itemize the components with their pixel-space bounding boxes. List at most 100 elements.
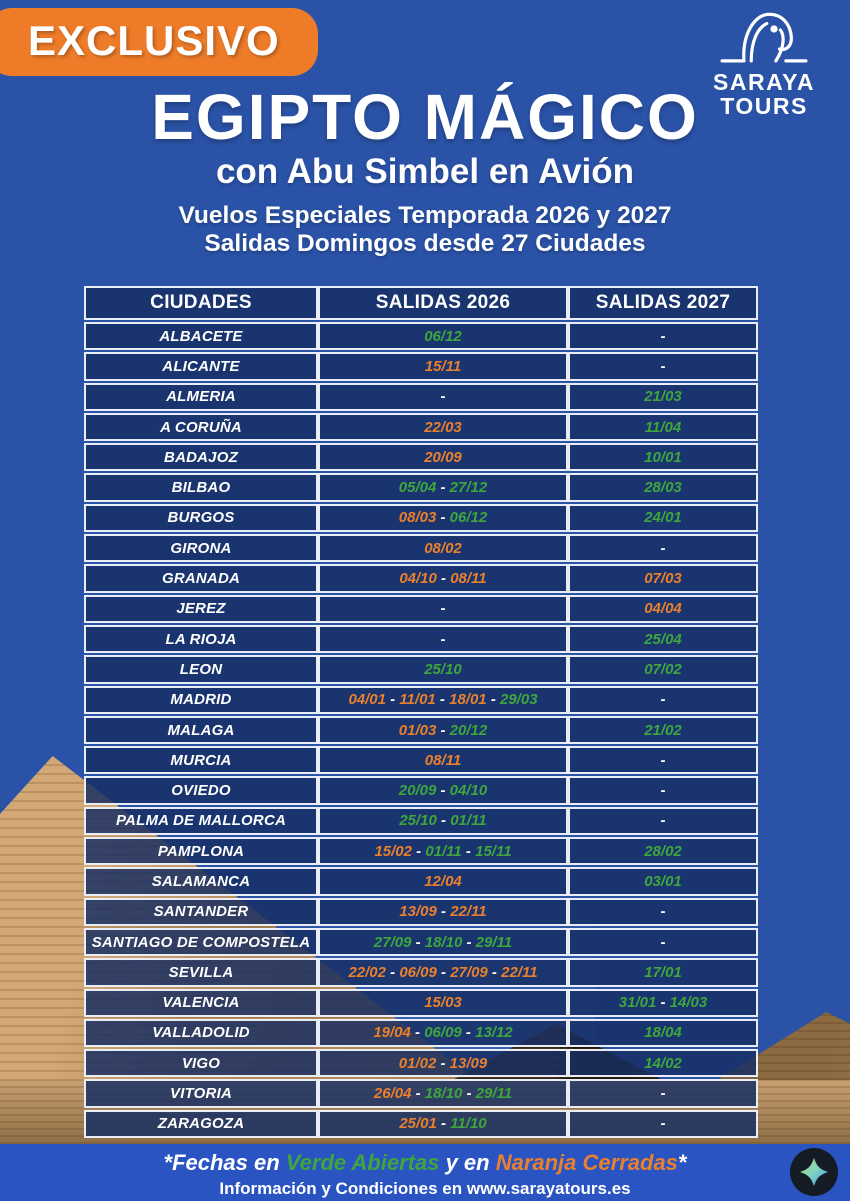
table-row: VIGO 01/02 - 13/09 14/02 <box>84 1049 758 1078</box>
city-cell: SEVILLA <box>84 958 318 987</box>
no-departure-marker: - <box>440 388 446 406</box>
website-link[interactable]: www.sarayatours.es <box>466 1179 631 1198</box>
salidas-2027-cell: - <box>568 1079 758 1108</box>
salidas-2026-cell: 12/04 <box>318 867 568 896</box>
date-separator: - <box>436 903 451 921</box>
no-departure-marker: - <box>660 782 666 800</box>
date-separator: - <box>410 1024 425 1042</box>
no-departure-marker: - <box>660 903 666 921</box>
open-date: 03/01 <box>644 872 682 890</box>
open-date: 25/10 <box>399 812 437 830</box>
footer-bar: *Fechas en Verde Abiertas y en Naranja C… <box>0 1144 850 1201</box>
page-subtitle: con Abu Simbel en Avión <box>215 152 635 191</box>
open-date: 14/03 <box>669 994 708 1012</box>
open-date: 29/11 <box>475 933 513 951</box>
table-row: BURGOS 08/03 - 06/12 24/01 <box>84 503 758 533</box>
date-separator: - <box>436 782 450 800</box>
schedule-table-wrapper: CIUDADES SALIDAS 2026 SALIDAS 2027 ALBAC… <box>84 284 758 1140</box>
salidas-2026-cell: 25/01 - 11/10 <box>318 1109 568 1139</box>
date-separator: - <box>487 963 502 981</box>
info-line: Información y Condiciones en www.sarayat… <box>0 1179 850 1199</box>
date-separator: - <box>436 570 451 588</box>
legend-green-label: Verde Abiertas <box>285 1150 440 1175</box>
table-row: OVIEDO 20/09 - 04/10- <box>84 776 758 805</box>
open-date: 18/04 <box>644 1024 682 1042</box>
closed-date: 22/11 <box>501 963 538 981</box>
date-separator: - <box>436 1115 451 1133</box>
closed-date: 19/04 <box>373 1024 411 1042</box>
city-cell: MALAGA <box>84 715 318 745</box>
salidas-2027-cell: - <box>568 1109 758 1139</box>
city-cell: JEREZ <box>84 594 318 623</box>
table-row: MADRID 04/01 - 11/01 - 18/01 - 29/03- <box>84 685 758 714</box>
table-row: GIRONA 08/02 - <box>84 534 758 563</box>
header-titles: EGIPTO MÁGICO con Abu Simbel en Avión Vu… <box>0 84 850 258</box>
city-cell: ALMERIA <box>84 382 318 411</box>
salidas-2026-cell: - <box>318 382 568 411</box>
closed-date: 20/09 <box>424 448 462 466</box>
open-date: 20/12 <box>449 721 488 739</box>
legend-prefix: *Fechas en <box>163 1150 286 1175</box>
closed-date: 01/02 <box>398 1054 437 1072</box>
city-cell: SANTANDER <box>84 897 318 926</box>
city-cell: VIGO <box>84 1049 318 1078</box>
season-line: Vuelos Especiales Temporada 2026 y 2027 <box>178 202 672 229</box>
date-separator: - <box>461 1024 476 1042</box>
no-departure-marker: - <box>660 327 666 345</box>
salidas-2027-cell: 17/01 <box>568 958 758 987</box>
salidas-2027-cell: 21/03 <box>568 382 758 411</box>
closed-date: 04/04 <box>644 600 682 618</box>
table-row: SANTIAGO DE COMPOSTELA 27/09 - 18/10 - 29… <box>84 927 758 957</box>
date-separator: - <box>656 994 670 1012</box>
open-date: 20/09 <box>398 782 437 800</box>
open-date: 18/10 <box>424 933 463 951</box>
salidas-2027-cell: 18/04 <box>568 1018 758 1048</box>
open-date: 04/10 <box>449 782 488 800</box>
salidas-2026-cell: 22/02 - 06/09 - 27/09 - 22/11 <box>318 958 568 987</box>
city-cell: ZARAGOZA <box>84 1109 318 1139</box>
date-separator: - <box>462 1085 476 1103</box>
schedule-table-body: ALBACETE 06/12- ALICANTE 15/11- ALMERIA -21/0… <box>84 322 758 1139</box>
closed-date: 27/09 <box>450 963 488 981</box>
table-row: SANTANDER 13/09 - 22/11- <box>84 897 758 926</box>
salidas-2027-cell: 28/02 <box>568 837 758 866</box>
salidas-2026-cell: 25/10 <box>318 655 568 684</box>
salidas-2027-cell: 21/02 <box>568 715 758 745</box>
column-header-salidas-2026: SALIDAS 2026 <box>318 286 568 320</box>
salidas-2027-cell: - <box>568 685 758 714</box>
salidas-2026-cell: 15/03 <box>318 988 568 1017</box>
open-date: 05/04 <box>398 479 437 497</box>
table-row: ALMERIA - 21/03 <box>84 382 758 411</box>
table-row: VALLADOLID 19/04 - 06/09 - 13/12 18/04 <box>84 1018 758 1048</box>
city-cell: ALICANTE <box>84 352 318 381</box>
city-cell: LEON <box>84 655 318 684</box>
date-separator: - <box>436 509 450 527</box>
table-row: LEON 25/10 07/02 <box>84 655 758 684</box>
table-row: PALMA DE MALLORCA 25/10 - 01/11- <box>84 806 758 836</box>
salidas-2027-cell: - <box>568 897 758 926</box>
open-date: 01/11 <box>425 842 462 860</box>
city-cell: VALLADOLID <box>84 1018 318 1048</box>
table-header-row: CIUDADES SALIDAS 2026 SALIDAS 2027 <box>84 286 758 320</box>
date-separator: - <box>436 812 451 830</box>
salidas-2026-cell: 04/10 - 08/11 <box>318 564 568 593</box>
salidas-2026-cell: 27/09 - 18/10 - 29/11 <box>318 927 568 957</box>
info-prefix: Información y Condiciones en <box>219 1179 467 1198</box>
page-title: EGIPTO MÁGICO <box>151 81 699 153</box>
city-cell: PALMA DE MALLORCA <box>84 806 318 836</box>
open-date: 21/03 <box>644 388 682 406</box>
salidas-2026-cell: - <box>318 594 568 623</box>
open-date: 29/03 <box>500 691 538 709</box>
salidas-2027-cell: - <box>568 534 758 563</box>
open-date: 15/11 <box>475 842 512 860</box>
closed-date: 22/11 <box>450 903 487 921</box>
open-date: 06/12 <box>424 327 462 345</box>
salidas-2027-cell: - <box>568 806 758 836</box>
salidas-2027-cell: 07/02 <box>568 655 758 684</box>
closed-date: 08/03 <box>398 509 437 527</box>
app-shortcut-icon[interactable] <box>790 1148 838 1196</box>
salidas-2027-cell: 25/04 <box>568 624 758 654</box>
open-date: 06/12 <box>449 509 488 527</box>
no-departure-marker: - <box>660 1085 666 1103</box>
salidas-2027-cell: 11/04 <box>568 412 758 442</box>
